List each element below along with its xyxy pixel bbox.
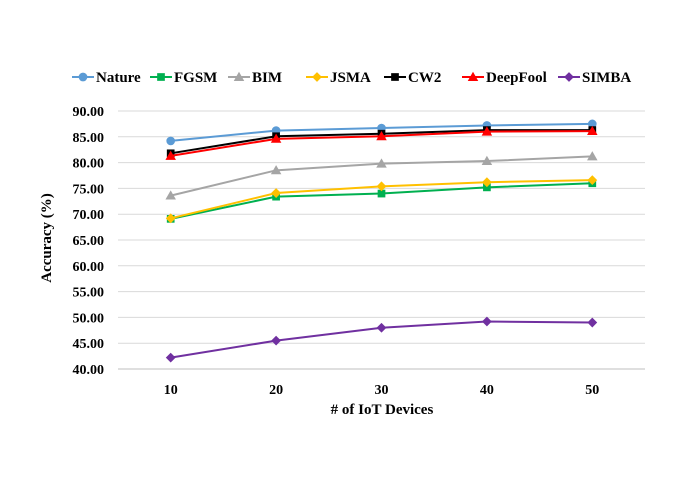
y-tick-label: 55.00 (73, 286, 105, 301)
legend-item-jsma: JSMA (306, 70, 371, 86)
legend-marker (467, 71, 479, 81)
y-tick-label: 40.00 (73, 363, 105, 378)
y-tick-label: 75.00 (73, 182, 105, 197)
series-lines (165, 119, 598, 363)
legend-label: JSMA (330, 70, 371, 86)
legend-label: BIM (252, 70, 282, 86)
legend-label: FGSM (174, 70, 217, 86)
data-point (587, 119, 597, 129)
y-tick-label: 60.00 (73, 260, 105, 275)
data-point (376, 322, 387, 333)
x-tick-label: 30 (375, 383, 389, 398)
data-point (587, 317, 598, 328)
data-point (587, 125, 598, 136)
y-axis-title: Accuracy (%) (39, 193, 55, 283)
data-point (270, 133, 282, 143)
data-point (376, 181, 387, 192)
gridlines (118, 110, 645, 344)
legend-marker (78, 72, 88, 82)
series-deepfool (165, 125, 598, 160)
y-tick-label: 45.00 (73, 337, 105, 352)
y-tick-label: 70.00 (73, 208, 105, 223)
data-point (482, 177, 492, 188)
x-axis-title: # of IoT Devices (331, 402, 434, 418)
legend-label: CW2 (408, 70, 441, 86)
legend-marker (564, 72, 574, 82)
legend-marker (312, 72, 322, 82)
y-tick-label: 50.00 (73, 311, 105, 326)
x-tick-label: 20 (269, 383, 283, 398)
data-point (166, 136, 176, 146)
legend-label: SIMBA (582, 70, 631, 86)
data-point (482, 316, 492, 327)
data-point (165, 150, 176, 160)
legend-marker (157, 73, 165, 81)
data-point (377, 189, 386, 198)
legend: Nature FGSM BIM JSMA CW2 DeepFool SIMBA (72, 70, 631, 86)
legend-item-deepfool: DeepFool (462, 70, 547, 86)
y-tick-label: 90.00 (73, 105, 105, 120)
data-point (270, 165, 282, 175)
legend-item-cw2: CW2 (384, 70, 441, 86)
legend-item-bim: BIM (228, 70, 282, 86)
series-jsma (165, 175, 598, 224)
data-point (271, 188, 281, 198)
data-point (165, 213, 176, 224)
legend-item-nature: Nature (72, 70, 141, 86)
x-tick-label: 50 (585, 383, 599, 398)
x-tick-label: 40 (480, 383, 494, 398)
legend-marker (391, 73, 399, 81)
legend-item-fgsm: FGSM (150, 70, 217, 86)
axes: 40.00 45.00 50.00 55.00 60.00 65.00 70.00 75.00… (73, 105, 645, 398)
data-point (481, 155, 493, 165)
data-point (587, 151, 598, 161)
data-point (483, 183, 491, 192)
data-point (376, 158, 387, 168)
data-point (587, 175, 598, 186)
y-tick-label: 65.00 (73, 234, 105, 249)
series-bim (165, 151, 598, 200)
legend-label: Nature (96, 70, 141, 86)
data-point (165, 352, 176, 363)
legend-label: DeepFool (486, 70, 547, 86)
legend-marker (233, 71, 245, 81)
series-simba (165, 316, 598, 363)
legend-item-simba: SIMBA (558, 70, 631, 86)
data-point (271, 335, 281, 346)
y-tick-label: 80.00 (73, 157, 105, 172)
data-point (376, 131, 387, 141)
x-tick-label: 10 (164, 383, 178, 398)
y-tick-label: 85.00 (73, 131, 105, 146)
data-point (481, 126, 493, 136)
data-point (165, 190, 176, 200)
